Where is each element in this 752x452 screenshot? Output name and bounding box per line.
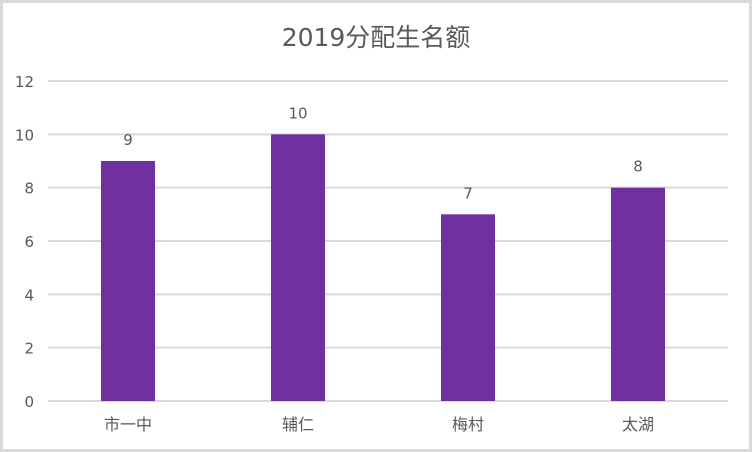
y-tick-label: 10 (15, 126, 34, 144)
y-tick-label: 8 (24, 180, 34, 198)
bar (271, 134, 325, 402)
y-tick-label: 0 (24, 393, 34, 411)
bar (101, 161, 155, 401)
y-tick-label: 4 (24, 286, 34, 304)
chart-title: 2019分配生名额 (282, 23, 471, 52)
y-tick-label: 12 (15, 73, 34, 91)
data-label: 10 (288, 104, 307, 122)
x-tick-label: 太湖 (622, 415, 654, 434)
y-tick-label: 6 (24, 233, 34, 251)
data-label: 7 (463, 184, 473, 202)
data-label: 8 (633, 158, 643, 176)
bar (441, 214, 495, 401)
x-tick-label: 市一中 (104, 415, 152, 434)
y-tick-label: 2 (24, 340, 34, 358)
data-label: 9 (123, 131, 133, 149)
bar (611, 187, 665, 401)
x-tick-label: 辅仁 (282, 415, 314, 434)
x-tick-label: 梅村 (452, 415, 484, 434)
